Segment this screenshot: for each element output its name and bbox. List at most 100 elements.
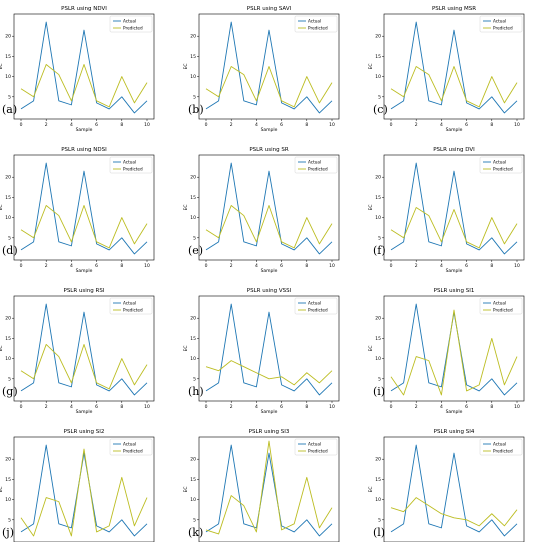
series-line-predicted (20, 448, 148, 537)
chart-svg: PSLR using NDSI 0 2 4 6 8 10 5 10 15 20 Sample EC Act… (0, 147, 155, 274)
x-tick-label: 0 (390, 263, 393, 269)
plot-frame (198, 154, 340, 261)
legend-label: Predicted (123, 167, 143, 172)
y-tick-label: 5 (378, 94, 381, 100)
series-line-actual (205, 162, 333, 255)
x-tick-label: 4 (440, 263, 443, 269)
y-tick-label: 10 (190, 356, 196, 362)
legend-label: Predicted (308, 26, 328, 31)
legend: Actual Predicted (479, 297, 523, 315)
y-axis-label: EC (183, 205, 189, 211)
y-tick-label: 15 (190, 54, 196, 60)
legend-label: Predicted (123, 449, 143, 454)
legend-label: Predicted (123, 26, 143, 31)
legend: Actual Predicted (109, 15, 153, 33)
x-axis-label: Sample (76, 268, 93, 274)
y-tick-label: 5 (193, 94, 196, 100)
x-tick-label: 10 (144, 404, 150, 410)
chart-title: PSLR using NDSI (61, 147, 107, 153)
y-tick-label: 5 (193, 517, 196, 523)
x-tick-label: 10 (514, 404, 520, 410)
legend: Actual Predicted (109, 156, 153, 174)
legend-label: Actual (308, 442, 321, 447)
x-tick-label: 6 (280, 404, 283, 410)
x-tick-label: 0 (390, 122, 393, 128)
series-line-predicted (390, 66, 518, 108)
series-line-actual (205, 21, 333, 114)
y-tick-label: 10 (5, 497, 11, 503)
legend-label: Predicted (493, 308, 513, 313)
x-axis-label: Sample (446, 268, 463, 274)
chart-title: PSLR using MSR (432, 6, 476, 12)
y-tick-label: 20 (5, 175, 11, 181)
y-tick-label: 15 (5, 477, 11, 483)
series-line-actual (390, 303, 518, 396)
series-line-predicted (390, 309, 518, 396)
panel-letter: (e) (188, 244, 204, 257)
chart-panel: (l)PSLR using SI402468105101520SampleECA… (368, 429, 525, 542)
panel-letter: (b) (188, 103, 204, 116)
plot-frame (383, 154, 525, 261)
chart-svg: PSLR using SAVI 0 2 4 6 8 10 5 10 15 20 Sample EC Act… (183, 6, 340, 133)
chart-title: PSLR using VSSI (247, 288, 292, 294)
panel-letter: (j) (2, 526, 14, 539)
series-line-predicted (390, 207, 518, 249)
x-tick-label: 10 (144, 122, 150, 128)
legend: Actual Predicted (109, 297, 153, 315)
series-line-predicted (20, 205, 148, 249)
x-tick-label: 0 (205, 122, 208, 128)
x-tick-label: 2 (415, 263, 418, 269)
chart-svg: PSLR using SR 0 2 4 6 8 10 5 10 15 20 Sample EC Actua… (183, 147, 340, 274)
series-line-actual (20, 21, 148, 114)
plot-frame (13, 13, 155, 120)
y-tick-label: 20 (375, 175, 381, 181)
y-tick-label: 5 (8, 235, 11, 241)
y-tick-label: 20 (190, 316, 196, 322)
series-line-actual (20, 444, 148, 537)
x-tick-label: 10 (329, 122, 335, 128)
legend: Actual Predicted (479, 156, 523, 174)
chart-title: PSLR using SI2 (64, 429, 105, 435)
legend: Actual Predicted (109, 438, 153, 456)
y-tick-label: 20 (190, 34, 196, 40)
legend-label: Actual (308, 19, 321, 24)
x-axis-label: Sample (261, 127, 278, 133)
chart-title: PSLR using NDVI (61, 6, 107, 12)
legend-label: Actual (493, 301, 506, 306)
x-tick-label: 6 (95, 122, 98, 128)
chart-panel: (e) PSLR using SR 0 2 4 6 8 10 5 10 15 20 Sample EC Ac… (183, 147, 340, 274)
x-tick-label: 2 (45, 122, 48, 128)
series-line-actual (20, 162, 148, 255)
x-tick-label: 4 (440, 122, 443, 128)
y-tick-label: 5 (193, 376, 196, 382)
panel-letter: (i) (373, 385, 386, 398)
x-tick-label: 0 (20, 404, 23, 410)
x-tick-label: 2 (45, 404, 48, 410)
y-tick-label: 15 (375, 54, 381, 60)
panel-letter: (k) (188, 526, 204, 539)
y-axis-label: EC (368, 205, 374, 211)
plot-frame (383, 13, 525, 120)
legend-label: Actual (308, 160, 321, 165)
x-tick-label: 10 (144, 263, 150, 269)
y-tick-label: 10 (5, 74, 11, 80)
y-tick-label: 10 (5, 215, 11, 221)
y-tick-label: 10 (190, 497, 196, 503)
x-tick-label: 8 (490, 263, 493, 269)
chart-svg: PSLR using DVI 0 2 4 6 8 10 5 10 15 20 Sample EC Actu… (368, 147, 525, 274)
x-tick-label: 2 (230, 122, 233, 128)
y-axis-label: EC (183, 487, 189, 493)
x-axis-label: Sample (261, 268, 278, 274)
x-axis-label: Sample (261, 409, 278, 415)
chart-svg: PSLR using SI402468105101520SampleECActu… (368, 429, 525, 542)
x-tick-label: 4 (70, 263, 73, 269)
y-axis-label: EC (0, 64, 4, 70)
y-tick-label: 20 (190, 175, 196, 181)
series-line-actual (20, 303, 148, 396)
y-tick-label: 5 (8, 94, 11, 100)
y-tick-label: 5 (378, 376, 381, 382)
y-tick-label: 10 (190, 215, 196, 221)
chart-title: PSLR using SAVI (247, 6, 292, 12)
y-tick-label: 10 (375, 215, 381, 221)
y-tick-label: 10 (375, 497, 381, 503)
